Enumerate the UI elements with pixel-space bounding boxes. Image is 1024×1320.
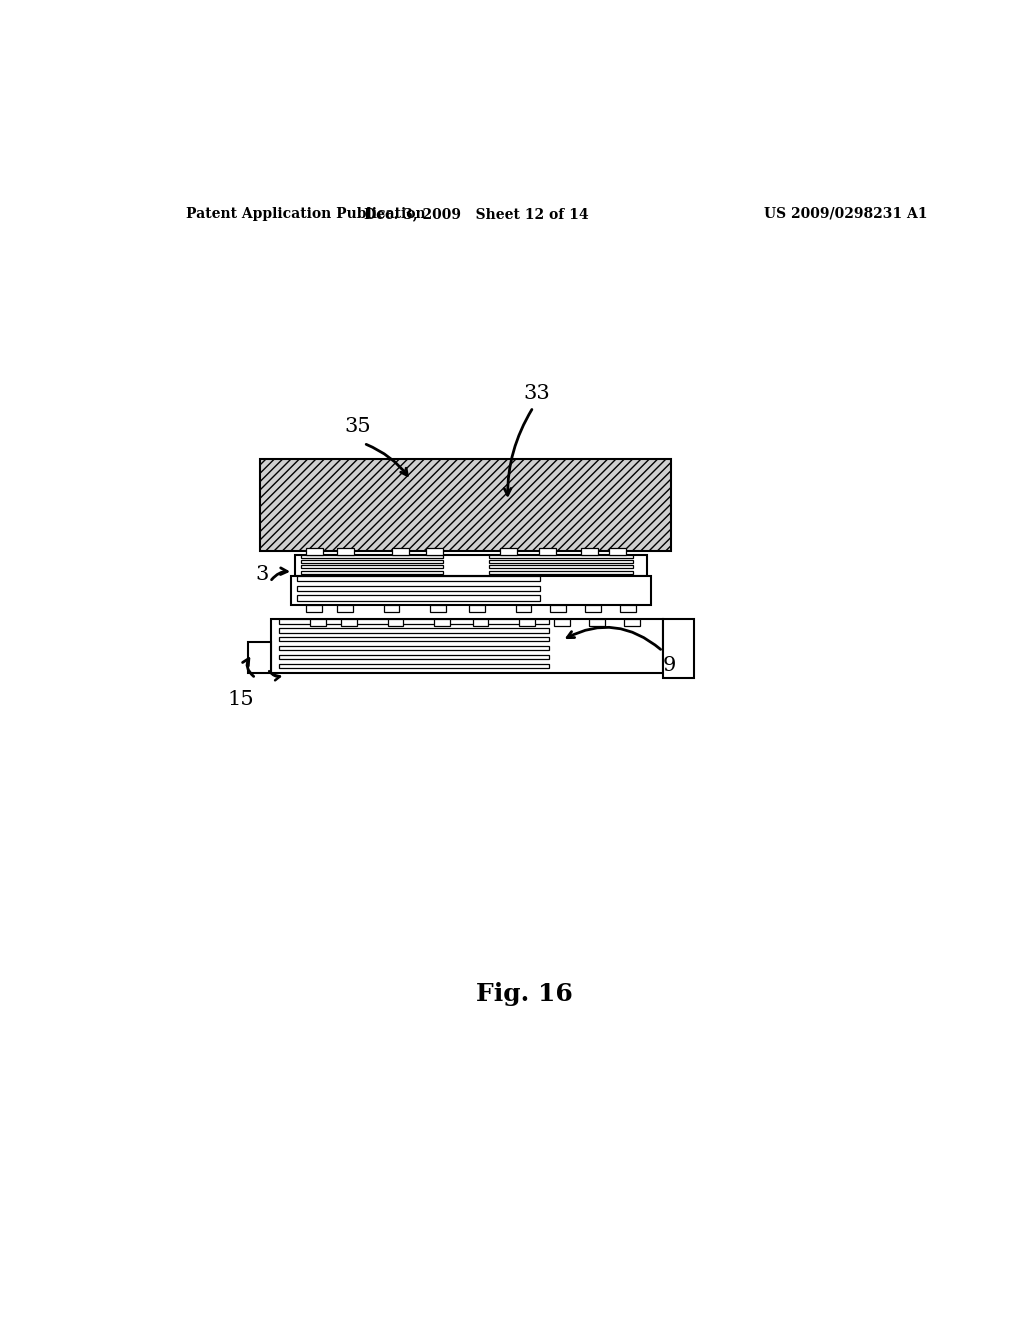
Bar (586, 605, 601, 612)
Bar (589, 619, 604, 626)
Bar (280, 664, 549, 668)
Bar (473, 619, 488, 626)
Bar (621, 605, 636, 612)
FancyArrowPatch shape (269, 671, 280, 680)
Bar (663, 619, 693, 678)
Bar (271, 619, 663, 673)
Bar (519, 619, 535, 626)
Text: 9: 9 (663, 656, 676, 675)
Bar (337, 548, 354, 554)
Text: US 2009/0298231 A1: US 2009/0298231 A1 (764, 207, 927, 220)
Bar (337, 605, 352, 612)
Bar (280, 619, 549, 623)
Bar (341, 619, 356, 626)
FancyArrowPatch shape (243, 659, 254, 676)
Bar (291, 576, 651, 605)
Bar (297, 586, 540, 591)
FancyArrowPatch shape (504, 409, 531, 495)
Bar (306, 605, 322, 612)
FancyArrowPatch shape (271, 568, 287, 579)
Bar (582, 548, 598, 554)
Bar (280, 645, 549, 651)
Text: 35: 35 (344, 417, 371, 436)
FancyArrowPatch shape (367, 445, 408, 475)
Bar (391, 548, 409, 554)
Bar (310, 619, 326, 626)
Bar (280, 628, 549, 632)
Bar (426, 548, 443, 554)
Bar (388, 619, 403, 626)
Bar (624, 619, 640, 626)
Bar (301, 565, 442, 569)
Bar (306, 548, 324, 554)
Bar (554, 619, 569, 626)
Text: Patent Application Publication: Patent Application Publication (186, 207, 426, 220)
Bar (469, 605, 484, 612)
Bar (248, 642, 271, 673)
Bar (500, 548, 517, 554)
Bar (434, 619, 450, 626)
Bar (488, 554, 633, 558)
Bar (488, 565, 633, 569)
Bar (301, 560, 442, 564)
Bar (301, 570, 442, 574)
Bar (608, 548, 626, 554)
Text: Dec. 3, 2009   Sheet 12 of 14: Dec. 3, 2009 Sheet 12 of 14 (365, 207, 589, 220)
Bar (297, 595, 540, 601)
Bar (539, 548, 556, 554)
FancyArrowPatch shape (567, 627, 660, 649)
Bar (550, 605, 566, 612)
Bar (488, 560, 633, 564)
Bar (430, 605, 445, 612)
Bar (301, 554, 442, 558)
Text: 3: 3 (255, 565, 268, 583)
Text: 15: 15 (227, 690, 254, 709)
Text: 33: 33 (524, 384, 551, 403)
Text: Fig. 16: Fig. 16 (476, 982, 573, 1006)
Bar (488, 570, 633, 574)
Bar (260, 459, 671, 552)
Bar (515, 605, 531, 612)
Bar (295, 554, 647, 576)
Bar (280, 636, 549, 642)
Bar (280, 655, 549, 660)
Bar (297, 576, 540, 581)
Bar (384, 605, 399, 612)
